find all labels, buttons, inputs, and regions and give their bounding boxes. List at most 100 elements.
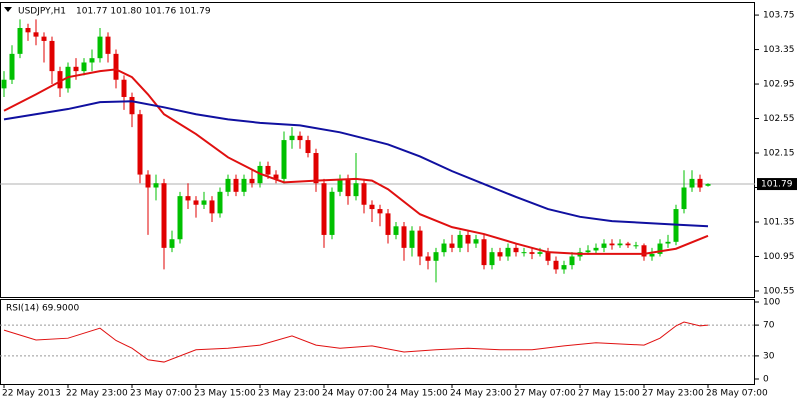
candle-body	[457, 234, 463, 248]
candle-body	[385, 213, 391, 235]
candle-body	[369, 204, 375, 210]
candle-body	[353, 183, 359, 197]
x-tick-label: 28 May 07:00	[706, 389, 768, 399]
candle-body	[593, 247, 599, 251]
main-panel-frame	[0, 2, 755, 298]
candle-body	[537, 252, 543, 254]
candle-body	[361, 183, 367, 205]
candle-body	[697, 178, 703, 188]
indicator-line	[3, 100, 709, 228]
candle-body	[609, 243, 615, 246]
rsi-panel-frame	[0, 299, 755, 385]
y-tick-label: 103.75	[763, 11, 795, 21]
candle-body	[641, 245, 647, 257]
candle-body	[393, 226, 399, 235]
candle-body	[89, 58, 95, 63]
candle-body	[241, 178, 247, 192]
candle-body	[1, 79, 7, 89]
candle-body	[433, 252, 439, 261]
candle-body	[145, 174, 151, 188]
candle-body	[265, 165, 271, 175]
candle-body	[449, 243, 455, 248]
candle-body	[81, 62, 87, 72]
candle-body	[177, 196, 183, 240]
last-price-label: 101.79	[761, 180, 793, 190]
candle-body	[209, 200, 215, 214]
candle-body	[409, 230, 415, 248]
x-tick-label: 23 May 07:00	[130, 389, 192, 399]
candle-body	[289, 135, 295, 141]
x-tick-label: 27 May 15:00	[578, 389, 640, 399]
y-tick-label: 100	[763, 298, 780, 308]
y-tick-label: 30	[763, 351, 775, 361]
candle-body	[281, 140, 287, 179]
candle-body	[545, 252, 551, 261]
candle-body	[233, 178, 239, 192]
candle-body	[169, 239, 175, 248]
candle-body	[561, 265, 567, 270]
candle-body	[329, 191, 335, 235]
x-tick-label: 27 May 23:00	[642, 389, 704, 399]
candle-body	[513, 247, 519, 253]
y-tick-label: 101.35	[763, 217, 795, 227]
candle-body	[585, 250, 591, 253]
candle-body	[25, 28, 31, 33]
candle-body	[121, 79, 127, 97]
y-tick-label: 103.35	[763, 45, 795, 55]
x-tick-label: 24 May 23:00	[450, 389, 512, 399]
y-tick-label: 102.15	[763, 149, 795, 159]
candle-body	[41, 36, 47, 41]
y-tick-label: 102.55	[763, 114, 795, 124]
candle-body	[105, 36, 111, 54]
x-tick-label: 24 May 15:00	[386, 389, 448, 399]
y-tick-label: 100.55	[763, 286, 795, 296]
indicator-line	[3, 321, 709, 363]
candle-body	[345, 178, 351, 197]
x-tick-label: 27 May 07:00	[514, 389, 576, 399]
candle-body	[217, 191, 223, 214]
x-tick-label: 22 May 23:00	[66, 389, 128, 399]
candle-body	[553, 260, 559, 270]
candle-body	[625, 243, 631, 246]
candle-body	[505, 247, 511, 257]
candle-body	[529, 252, 535, 254]
x-tick-label: 24 May 07:00	[322, 389, 384, 399]
last-price-box	[757, 178, 797, 191]
candle-body	[9, 53, 15, 80]
candle-body	[193, 200, 199, 205]
panel-menu-icon[interactable]	[4, 7, 12, 12]
candle-body	[465, 234, 471, 244]
candle-body	[321, 183, 327, 235]
candle-body	[161, 183, 167, 248]
candle-body	[313, 153, 319, 184]
y-tick-label: 70	[763, 321, 775, 331]
candle-body	[649, 253, 655, 257]
candle-body	[33, 32, 39, 37]
x-tick-label: 23 May 23:00	[258, 389, 320, 399]
candle-body	[185, 196, 191, 201]
candle-body	[617, 243, 623, 246]
candle-body	[489, 252, 495, 266]
candle-body	[249, 178, 255, 184]
candle-body	[73, 66, 79, 72]
candle-body	[129, 96, 135, 115]
candle-body	[657, 243, 663, 254]
y-tick-label: 102.95	[763, 80, 795, 90]
quote: 101.77 101.80 101.76 101.79	[76, 7, 211, 17]
candle-body	[633, 245, 639, 247]
candle-body	[497, 252, 503, 257]
candle-body	[153, 183, 159, 188]
candle-body	[401, 226, 407, 248]
chart-title: USDJPY,H1	[18, 7, 66, 17]
candle-body	[473, 239, 479, 244]
candle-body	[17, 28, 23, 54]
candle-body	[201, 200, 207, 205]
y-tick-label: 0	[763, 374, 769, 384]
candle-body	[689, 178, 695, 188]
candle-body	[137, 114, 143, 175]
candle-body	[481, 239, 487, 266]
candle-body	[441, 243, 447, 253]
x-tick-label: 23 May 15:00	[194, 389, 256, 399]
